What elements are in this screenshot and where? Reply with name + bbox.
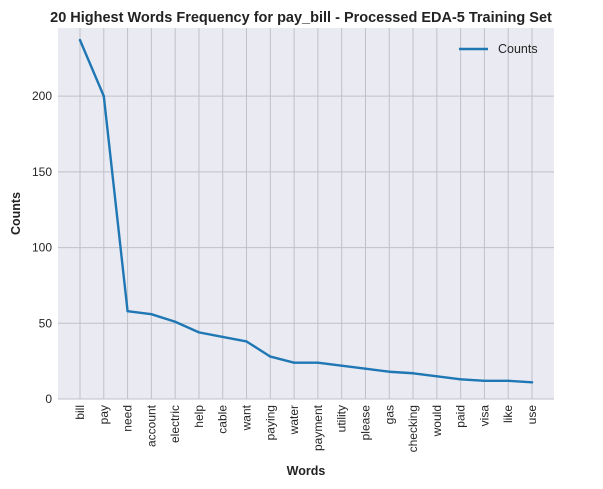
data-point: [269, 355, 271, 357]
x-tick-label: want: [240, 404, 254, 431]
data-point: [79, 39, 81, 41]
x-tick-label: please: [358, 405, 372, 441]
y-tick-label: 0: [45, 392, 52, 406]
data-point: [245, 340, 247, 342]
x-tick-label: pay: [97, 405, 111, 424]
x-tick-label: gas: [382, 405, 396, 424]
data-point: [103, 95, 105, 97]
x-tick-label: help: [192, 405, 206, 428]
x-tick-label: electric: [168, 405, 182, 443]
x-tick-label: use: [525, 405, 539, 425]
data-point: [364, 368, 366, 370]
x-tick-label: visa: [477, 405, 491, 427]
data-point: [126, 310, 128, 312]
data-point: [174, 321, 176, 323]
data-point: [150, 313, 152, 315]
x-tick-label: would: [430, 405, 444, 437]
data-point: [388, 371, 390, 373]
data-point: [317, 361, 319, 363]
x-tick-label: checking: [406, 405, 420, 452]
x-tick-label: like: [501, 405, 515, 423]
data-point: [340, 364, 342, 366]
data-point: [198, 331, 200, 333]
x-tick-label: account: [144, 404, 158, 447]
y-axis-ticks: 0 50 100 150 200: [32, 89, 52, 406]
x-tick-label: payment: [311, 404, 325, 451]
x-tick-label: bill: [73, 405, 87, 420]
legend-entry-counts: Counts: [498, 42, 538, 56]
x-tick-label: paying: [263, 405, 277, 440]
data-point: [459, 378, 461, 380]
x-tick-label: cable: [216, 405, 230, 434]
x-tick-label: water: [287, 405, 301, 435]
y-axis-label: Counts: [9, 192, 23, 235]
y-tick-label: 150: [32, 165, 52, 179]
data-point: [222, 336, 224, 338]
data-point: [483, 380, 485, 382]
y-tick-label: 100: [32, 241, 52, 255]
data-point: [293, 361, 295, 363]
x-axis-label: Words: [287, 464, 326, 478]
x-tick-label: need: [121, 405, 135, 432]
y-tick-label: 50: [39, 316, 53, 330]
x-tick-label: utility: [335, 405, 349, 432]
x-tick-label: paid: [454, 405, 468, 428]
y-tick-label: 200: [32, 89, 52, 103]
plot-area: [58, 28, 554, 399]
x-axis-ticks: bill pay need account electric help cable want p…: [73, 404, 539, 452]
chart-title: 20 Highest Words Frequency for pay_bill …: [50, 10, 552, 26]
data-point: [436, 375, 438, 377]
data-point: [412, 372, 414, 374]
data-point: [507, 380, 509, 382]
data-point: [531, 381, 533, 383]
